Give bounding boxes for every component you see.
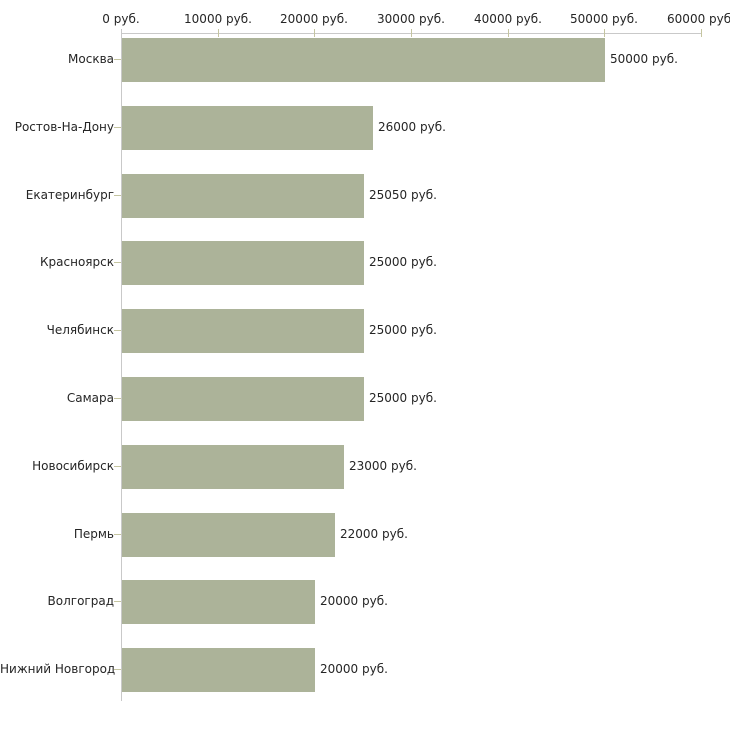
x-axis-tick xyxy=(411,29,412,37)
x-axis-tick xyxy=(218,29,219,37)
bar-value-label: 25000 руб. xyxy=(369,255,437,269)
bar xyxy=(122,241,364,285)
y-axis-tick xyxy=(114,601,121,602)
y-axis-tick xyxy=(114,398,121,399)
bar-value-label: 22000 руб. xyxy=(340,527,408,541)
bar-value-label: 25000 руб. xyxy=(369,323,437,337)
x-axis-tick-label: 60000 руб. xyxy=(667,12,730,26)
bar-value-label: 25000 руб. xyxy=(369,391,437,405)
bar xyxy=(122,513,335,557)
y-axis-tick xyxy=(114,59,121,60)
bar-value-label: 50000 руб. xyxy=(610,52,678,66)
bar-value-label: 23000 руб. xyxy=(349,459,417,473)
category-label: Екатеринбург xyxy=(25,188,114,202)
bar-value-label: 20000 руб. xyxy=(320,662,388,676)
y-axis-tick xyxy=(114,195,121,196)
x-axis-tick xyxy=(701,29,702,37)
x-axis-tick-label: 40000 руб. xyxy=(474,12,542,26)
x-axis-tick xyxy=(314,29,315,37)
x-axis-tick-label: 50000 руб. xyxy=(570,12,638,26)
bar xyxy=(122,648,315,692)
category-label: Челябинск xyxy=(46,323,114,337)
y-axis-tick xyxy=(114,669,121,670)
category-label: Волгоград xyxy=(47,594,114,608)
category-label: Самара xyxy=(66,391,114,405)
y-axis-tick xyxy=(114,262,121,263)
category-label: Новосибирск xyxy=(32,459,114,473)
x-axis-tick xyxy=(508,29,509,37)
bar xyxy=(122,377,364,421)
x-axis-tick-label: 20000 руб. xyxy=(280,12,348,26)
bar xyxy=(122,106,373,150)
bar xyxy=(122,174,364,218)
category-label: Нижний Новгород xyxy=(0,662,116,676)
x-axis-tick xyxy=(121,29,122,37)
y-axis-tick xyxy=(114,330,121,331)
x-axis-tick-label: 0 руб. xyxy=(102,12,140,26)
bar-value-label: 26000 руб. xyxy=(378,120,446,134)
bar xyxy=(122,309,364,353)
bar-value-label: 20000 руб. xyxy=(320,594,388,608)
plot-area xyxy=(121,33,701,701)
y-axis-tick xyxy=(114,466,121,467)
y-axis-tick xyxy=(114,127,121,128)
bar-value-label: 25050 руб. xyxy=(369,188,437,202)
x-axis-tick-label: 10000 руб. xyxy=(184,12,252,26)
category-label: Красноярск xyxy=(40,255,114,269)
bar xyxy=(122,580,315,624)
category-label: Пермь xyxy=(73,527,114,541)
y-axis-tick xyxy=(114,534,121,535)
x-axis-tick-label: 30000 руб. xyxy=(377,12,445,26)
bar xyxy=(122,38,605,82)
category-label: Ростов-На-Дону xyxy=(14,120,114,134)
category-label: Москва xyxy=(68,52,114,66)
bar xyxy=(122,445,344,489)
x-axis-tick xyxy=(604,29,605,37)
